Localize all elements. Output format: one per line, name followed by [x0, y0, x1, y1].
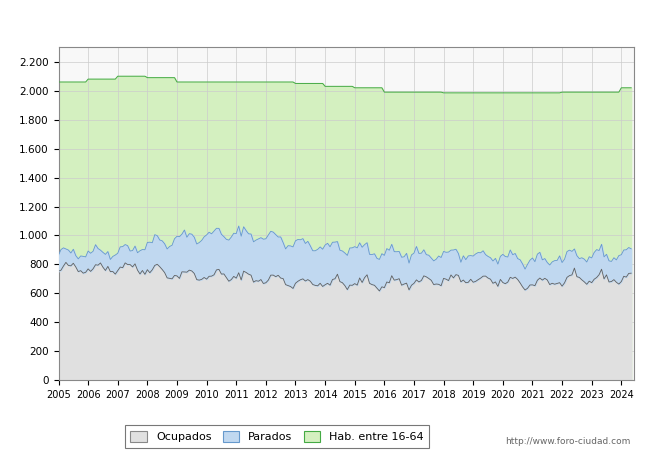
Text: http://www.foro-ciudad.com: http://www.foro-ciudad.com — [505, 436, 630, 446]
Legend: Ocupados, Parados, Hab. entre 16-64: Ocupados, Parados, Hab. entre 16-64 — [125, 425, 429, 448]
Text: Móra la Nova - Evolucion de la poblacion en edad de Trabajar Mayo de 2024: Móra la Nova - Evolucion de la poblacion… — [82, 13, 568, 26]
